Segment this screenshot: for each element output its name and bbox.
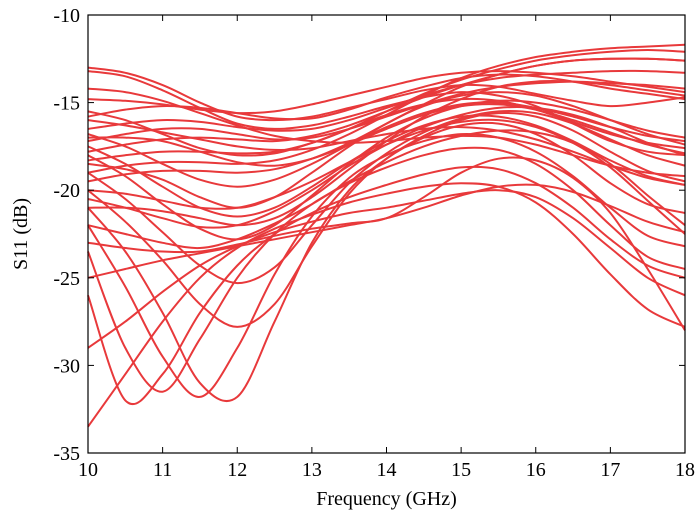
x-tick-label: 12 bbox=[227, 459, 247, 481]
series-line-24 bbox=[87, 156, 686, 331]
series-line-27 bbox=[87, 118, 686, 235]
series-line-2 bbox=[87, 70, 686, 157]
x-tick-label: 14 bbox=[377, 459, 397, 481]
y-axis-label: S11 (dB) bbox=[10, 198, 32, 270]
x-tick-label: 18 bbox=[675, 459, 695, 481]
x-axis-label: Frequency (GHz) bbox=[316, 488, 457, 510]
series-layer bbox=[87, 43, 686, 428]
series-line-4 bbox=[87, 73, 686, 121]
y-tick-label: -30 bbox=[53, 355, 80, 377]
series-line-8 bbox=[87, 49, 686, 162]
series-line-20 bbox=[87, 165, 686, 406]
x-tick-label: 13 bbox=[302, 459, 322, 481]
series-line-19 bbox=[87, 146, 686, 393]
series-line-5 bbox=[87, 69, 686, 132]
x-tick-label: 17 bbox=[600, 459, 620, 481]
series-line-21 bbox=[87, 182, 686, 428]
y-tick-label: -10 bbox=[53, 5, 80, 27]
x-tick-label: 16 bbox=[526, 459, 546, 481]
x-tick-label: 11 bbox=[153, 459, 172, 481]
series-line-30 bbox=[87, 103, 686, 167]
y-tick-label: -15 bbox=[53, 93, 80, 115]
y-tick-label: -20 bbox=[53, 180, 80, 202]
series-line-32 bbox=[87, 87, 686, 178]
series-line-13 bbox=[87, 99, 686, 241]
plot-background bbox=[88, 15, 685, 453]
x-tick-label: 10 bbox=[78, 459, 98, 481]
x-tick-label: 15 bbox=[451, 459, 471, 481]
axes-layer: 10 11 12 13 14 15 16 17 18 -10 -15 -20 -25 -30 -35 bbox=[53, 5, 695, 481]
y-tick-label: -35 bbox=[53, 443, 80, 465]
series-line-29 bbox=[87, 91, 686, 209]
series-line-22 bbox=[87, 189, 686, 349]
series-line-12 bbox=[87, 101, 686, 188]
y-tick-label: -25 bbox=[53, 268, 80, 290]
series-line-3 bbox=[87, 70, 686, 115]
series-line-15 bbox=[87, 110, 686, 285]
series-line-1 bbox=[87, 66, 686, 122]
series-line-18 bbox=[87, 132, 686, 398]
series-line-11 bbox=[87, 97, 686, 157]
series-line-31 bbox=[87, 119, 686, 186]
